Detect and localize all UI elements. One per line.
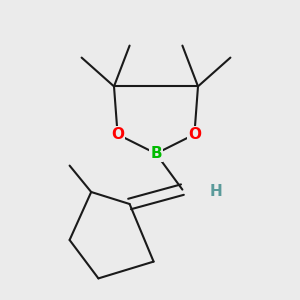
Text: O: O: [188, 127, 201, 142]
Text: O: O: [111, 127, 124, 142]
Text: B: B: [150, 146, 162, 161]
Text: H: H: [210, 184, 222, 200]
